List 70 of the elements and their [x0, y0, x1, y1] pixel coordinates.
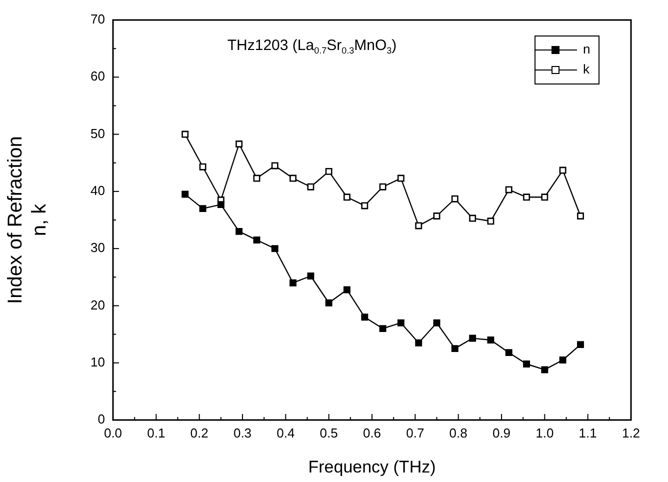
point — [415, 222, 422, 230]
x-tick-label: 1.1 — [578, 425, 597, 440]
point — [361, 314, 368, 321]
point — [523, 194, 530, 201]
x-tick-label: 1.0 — [536, 425, 554, 440]
point — [379, 325, 386, 332]
point — [199, 163, 206, 170]
y-tick-label: 50 — [90, 126, 105, 141]
y-tick-label: 40 — [90, 183, 105, 198]
point — [451, 345, 458, 352]
point — [361, 202, 368, 210]
x-tick-label: 0.4 — [276, 425, 295, 440]
point — [271, 245, 278, 252]
point — [577, 212, 584, 220]
point — [199, 205, 206, 212]
point — [415, 339, 422, 346]
point — [182, 190, 189, 198]
point — [469, 334, 476, 342]
x-axis-title: Frequency (THz) — [308, 457, 436, 476]
point — [487, 218, 494, 225]
point — [469, 214, 476, 222]
point — [253, 174, 260, 182]
x-tick-label: 0.5 — [320, 425, 338, 440]
point — [307, 272, 314, 280]
point — [379, 183, 386, 190]
x-tick-label: 0.3 — [233, 425, 252, 440]
point — [343, 286, 350, 294]
y-tick-label: 30 — [90, 240, 105, 256]
y-axis-title: Index of Refraction n, k — [4, 136, 51, 304]
legend-label: k — [583, 62, 590, 77]
point — [541, 194, 548, 201]
x-tick-label: 0.6 — [362, 425, 382, 440]
point — [433, 319, 440, 326]
point — [290, 279, 296, 286]
x-tick-label: 0.0 — [104, 425, 122, 440]
point — [487, 336, 494, 344]
point — [253, 236, 260, 244]
point — [325, 168, 332, 175]
point — [433, 212, 440, 220]
point — [182, 130, 189, 138]
point — [559, 166, 566, 174]
y-tick-label: 10 — [90, 354, 105, 370]
point — [505, 349, 512, 356]
point — [397, 319, 404, 326]
point — [236, 228, 243, 235]
point — [343, 194, 350, 201]
x-tick-label: 1.2 — [622, 425, 640, 440]
point — [559, 356, 566, 364]
y-tick-label: 70 — [90, 12, 105, 27]
point — [217, 201, 224, 208]
x-tick-label: 0.7 — [406, 425, 424, 440]
x-tick-label: 0.2 — [190, 425, 208, 440]
x-tick-label: 0.9 — [492, 425, 511, 440]
point — [290, 174, 296, 182]
y-tick-label: 60 — [90, 68, 105, 84]
point — [577, 341, 584, 348]
point — [236, 140, 243, 148]
point — [271, 162, 278, 170]
point — [505, 186, 512, 194]
x-tick-label: 0.8 — [449, 425, 468, 440]
point — [397, 174, 404, 182]
point — [523, 360, 530, 368]
point — [451, 195, 458, 202]
point — [307, 183, 314, 190]
point — [325, 299, 332, 306]
y-tick-label: 20 — [90, 297, 105, 312]
legend-label: n — [583, 42, 590, 57]
y-tick-label: 0 — [98, 412, 105, 427]
x-tick-label: 0.1 — [147, 425, 166, 440]
point — [541, 366, 548, 374]
